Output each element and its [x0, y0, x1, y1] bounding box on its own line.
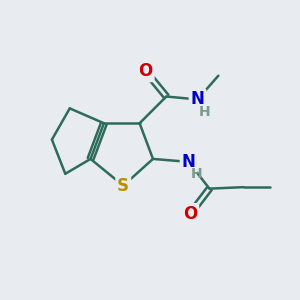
Text: N: N [182, 153, 196, 171]
Text: N: N [190, 91, 205, 109]
Text: H: H [190, 167, 202, 181]
Text: O: O [183, 205, 197, 223]
Text: S: S [117, 177, 129, 195]
Text: H: H [199, 105, 211, 119]
Text: O: O [138, 62, 153, 80]
